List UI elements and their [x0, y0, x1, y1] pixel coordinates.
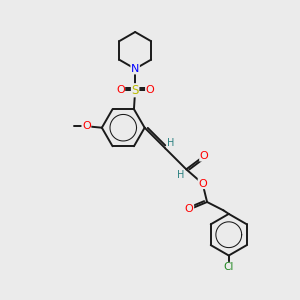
- Text: O: O: [116, 85, 125, 95]
- Text: Cl: Cl: [224, 262, 234, 272]
- Text: H: H: [177, 170, 184, 180]
- Text: O: O: [146, 85, 154, 95]
- Text: H: H: [167, 138, 175, 148]
- Text: S: S: [131, 84, 139, 97]
- Text: O: O: [82, 121, 91, 131]
- Text: O: O: [198, 178, 207, 189]
- Text: O: O: [185, 204, 194, 214]
- Text: O: O: [200, 151, 208, 161]
- Text: N: N: [131, 64, 139, 74]
